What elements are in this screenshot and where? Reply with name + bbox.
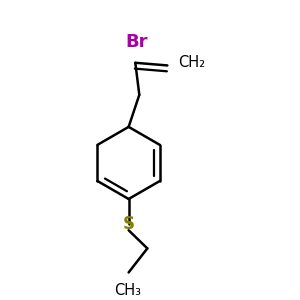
- Text: CH₂: CH₂: [178, 55, 205, 70]
- Text: CH₃: CH₃: [114, 283, 141, 298]
- Text: Br: Br: [125, 33, 148, 51]
- Text: S: S: [123, 215, 135, 233]
